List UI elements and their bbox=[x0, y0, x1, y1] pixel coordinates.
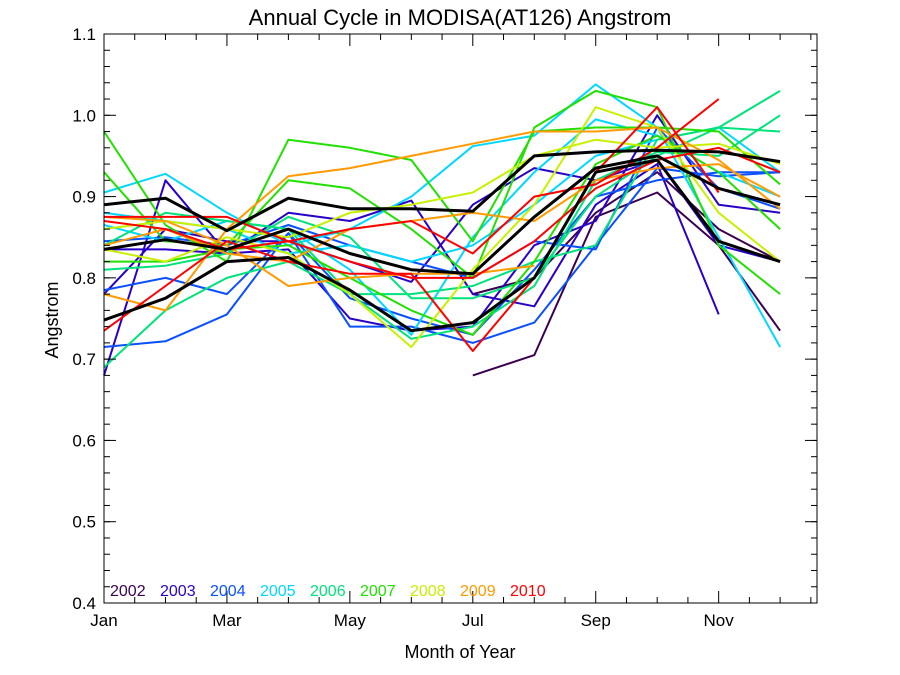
chart-title: Annual Cycle in MODISA(AT126) Angstrom bbox=[249, 5, 672, 30]
x-tick-label-2: May bbox=[334, 611, 367, 630]
series-2008-line-18 bbox=[103, 138, 781, 239]
series-2006-line-11 bbox=[103, 90, 781, 296]
series-2007-line-15 bbox=[103, 89, 781, 295]
y-tick-label-4: 0.8 bbox=[72, 269, 96, 288]
legend-item-2006: 2006 bbox=[310, 583, 346, 600]
legend-item-2008: 2008 bbox=[410, 583, 446, 600]
series-mean-line-27 bbox=[103, 158, 781, 333]
legend: 2002 2003 2004 2005 2006 2007 2008 2009 2010 bbox=[110, 583, 546, 600]
series-mean-line-25 bbox=[103, 148, 781, 233]
series-2006-line-13 bbox=[103, 114, 781, 369]
x-tick-label-1: Mar bbox=[212, 611, 242, 630]
x-tick-label-4: Sep bbox=[581, 611, 611, 630]
series-2010-line-22 bbox=[104, 98, 720, 255]
x-tick-label-3: Jul bbox=[462, 611, 484, 630]
y-tick-label-5: 0.9 bbox=[72, 188, 96, 207]
series-layer bbox=[103, 83, 781, 377]
y-axis-label: Angstrom bbox=[42, 281, 62, 358]
series-2002-line-0 bbox=[472, 191, 781, 377]
legend-item-2009: 2009 bbox=[460, 583, 496, 600]
series-mean-line-26 bbox=[103, 154, 781, 276]
y-tick-label-3: 0.7 bbox=[72, 350, 96, 369]
y-tick-label-7: 1.1 bbox=[72, 25, 96, 44]
x-axis-label: Month of Year bbox=[404, 642, 515, 662]
y-tick-label-1: 0.5 bbox=[72, 513, 96, 532]
y-tick-label-6: 1.0 bbox=[72, 106, 96, 125]
legend-item-2003: 2003 bbox=[160, 583, 196, 600]
axes-layer: 0.4 0.5 0.6 0.7 0.8 0.9 1.0 1.1 Jan Mar May Jul Sep N… bbox=[72, 25, 818, 630]
series-2004-line-5 bbox=[103, 167, 781, 348]
plot-frame bbox=[103, 33, 818, 604]
series-2010-line-24 bbox=[103, 146, 781, 279]
series-2005-line-8 bbox=[103, 83, 781, 348]
legend-item-2004: 2004 bbox=[210, 583, 246, 600]
x-tick-label-0: Jan bbox=[90, 611, 117, 630]
legend-item-2007: 2007 bbox=[360, 583, 396, 600]
y-tick-label-0: 0.4 bbox=[72, 594, 96, 613]
legend-item-2002: 2002 bbox=[110, 583, 146, 600]
x-tick-label-5: Nov bbox=[704, 611, 735, 630]
series-2009-line-19 bbox=[103, 126, 781, 312]
y-tick-label-2: 0.6 bbox=[72, 431, 96, 450]
legend-item-2005: 2005 bbox=[260, 583, 296, 600]
legend-item-2010: 2010 bbox=[510, 583, 546, 600]
